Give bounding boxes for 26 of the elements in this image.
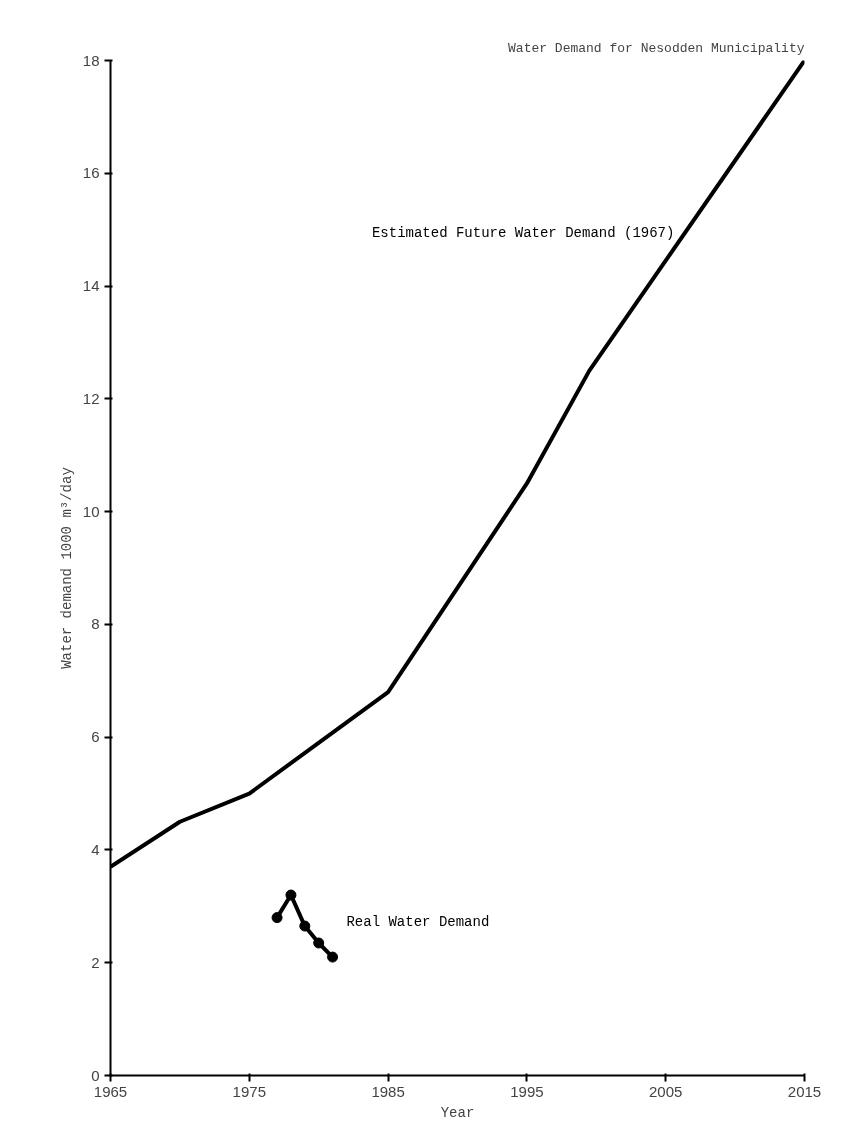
x-axis-title: Year — [440, 1104, 475, 1121]
y-tick-label: 4 — [91, 840, 100, 858]
x-tick-label: 2015 — [787, 1082, 822, 1100]
x-tick-label: 1985 — [371, 1082, 405, 1100]
y-tick-label: 6 — [91, 728, 100, 746]
y-tick-label: 16 — [82, 164, 100, 182]
y-tick-label: 2 — [91, 953, 100, 971]
point — [313, 937, 325, 949]
x-tick-label: 1975 — [232, 1082, 266, 1100]
point — [271, 912, 283, 924]
x-tick-label: 2005 — [649, 1082, 683, 1100]
point — [327, 951, 339, 963]
y-tick-label: 14 — [82, 277, 100, 295]
point — [285, 889, 297, 901]
x-tick-label: 1965 — [93, 1082, 128, 1100]
y-tick-label: 18 — [82, 51, 100, 69]
x-tick-label: 1995 — [510, 1082, 544, 1100]
y-tick-label: 8 — [91, 615, 100, 633]
y-axis-title: Water demand 1000 m³/day — [58, 467, 75, 669]
y-tick-label: 0 — [91, 1066, 100, 1084]
point — [299, 920, 311, 932]
series-label: Real Water Demand — [346, 913, 490, 930]
chart-title: Water Demand for Nesodden Municipality — [508, 40, 805, 56]
y-tick-label: 10 — [82, 502, 100, 520]
y-tick-label: 12 — [82, 389, 100, 407]
series-label: Estimated Future Water Demand (1967) — [371, 225, 675, 242]
